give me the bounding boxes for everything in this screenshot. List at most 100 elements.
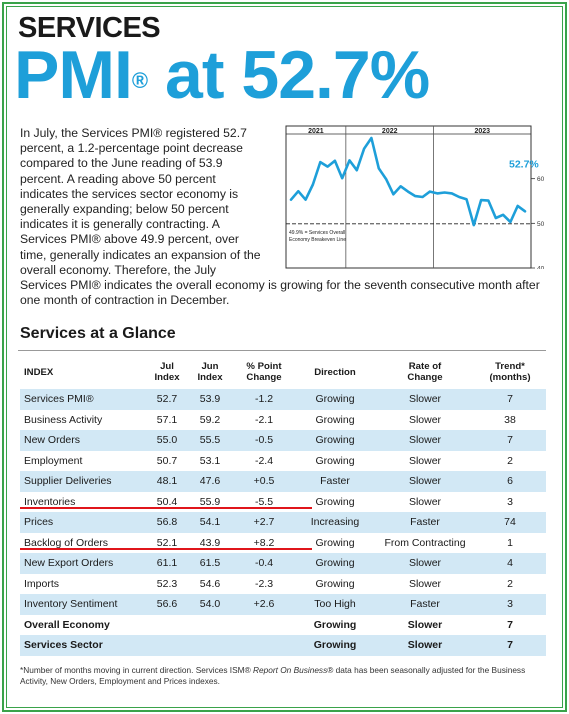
cell-dir: Growing <box>313 639 357 652</box>
cell-chg: -0.5 <box>254 434 274 447</box>
cell-name: Services PMI® <box>24 393 94 406</box>
cell-jul: 50.4 <box>156 495 178 508</box>
col-header-change: % Point Change <box>246 361 282 383</box>
cell-jun: 43.9 <box>199 536 221 549</box>
cell-jul <box>148 615 186 636</box>
cell-jun: 47.6 <box>199 475 221 488</box>
cell-rate: Slower <box>408 577 442 590</box>
cell-chg: -2.3 <box>254 577 274 590</box>
cell-name: Services Sector <box>24 639 103 652</box>
cell-rate: Slower <box>408 413 442 426</box>
cell-jul <box>148 635 186 656</box>
cell-rate: Slower <box>408 495 442 508</box>
kicker: SERVICES <box>18 12 161 44</box>
table-row: Inventory Sentiment 56.6 54.0 +2.6 Too High F… <box>20 594 546 615</box>
breakeven-label: Economy Breakeven Line <box>289 237 346 243</box>
table-row: Inventories 50.4 55.9 -5.5 Growing Slower 3 <box>20 491 546 512</box>
table-row: New Export Orders 61.1 61.5 -0.4 Growing Slow… <box>20 553 546 574</box>
col-header-direction: Direction <box>314 366 356 378</box>
table-row: Prices 56.8 54.1 +2.7 Increasing Faster 74 <box>20 512 546 533</box>
cell-name: New Orders <box>24 434 81 447</box>
cell-jun: 55.9 <box>199 495 221 508</box>
cell-jun <box>186 615 234 636</box>
intro-text: In July, the Services PMI® registered 52… <box>20 126 540 308</box>
table-header-row: INDEX Jul Index Jun Index % Point Change Di… <box>20 355 546 389</box>
pmi-series-line <box>289 136 527 227</box>
year-label: 2023 <box>475 128 491 135</box>
cell-jul: 61.1 <box>156 557 178 570</box>
cell-name: Prices <box>24 516 54 529</box>
cell-name: Backlog of Orders <box>24 536 109 549</box>
cell-rate: Slower <box>408 393 442 406</box>
footnote-post: ® data has been seasonally adjusted for … <box>20 665 526 686</box>
cell-dir: Too High <box>314 598 356 611</box>
table-row: Employment 50.7 53.1 -2.4 Growing Slower 2 <box>20 450 546 471</box>
cell-chg: -2.4 <box>254 454 274 467</box>
cell-chg: +2.7 <box>253 516 275 529</box>
cell-jul: 48.1 <box>156 475 178 488</box>
cell-jul: 50.7 <box>156 454 178 467</box>
cell-jul: 52.3 <box>156 577 178 590</box>
headline-value: at 52.7% <box>147 37 430 113</box>
cell-dir: Growing <box>315 454 355 467</box>
cell-jun: 59.2 <box>199 413 221 426</box>
cell-name: Employment <box>24 454 83 467</box>
cell-trend: 7 <box>507 434 513 447</box>
cell-trend: 2 <box>507 454 513 467</box>
col-header-rate: Rate of Change <box>407 361 443 383</box>
cell-jun <box>186 635 234 656</box>
glance-table: INDEX Jul Index Jun Index % Point Change Di… <box>20 355 546 656</box>
table-row: Supplier Deliveries 48.1 47.6 +0.5 Faster Slo… <box>20 471 546 492</box>
cell-dir: Growing <box>315 393 355 406</box>
highlight-underline-inventories <box>20 507 312 509</box>
cell-trend: 38 <box>504 413 516 426</box>
cell-rate: Slower <box>408 454 442 467</box>
cell-trend: 3 <box>507 495 513 508</box>
cell-trend: 4 <box>507 557 513 570</box>
footnote-italic: Report On Business <box>252 665 328 675</box>
cell-trend: 7 <box>507 393 513 406</box>
cell-jul: 57.1 <box>156 413 178 426</box>
cell-dir: Faster <box>320 475 350 488</box>
cell-jul: 52.1 <box>156 536 178 549</box>
cell-dir: Growing <box>315 434 355 447</box>
cell-rate: Slower <box>407 618 443 631</box>
cell-jul: 56.6 <box>156 598 178 611</box>
glance-title: Services at a Glance <box>20 325 176 342</box>
cell-name: Business Activity <box>24 413 103 426</box>
breakeven-label: 49.9% = Services Overall <box>289 230 345 236</box>
table-row: Overall Economy Growing Slower 7 <box>20 614 546 636</box>
cell-trend: 3 <box>507 598 513 611</box>
table-row: Services PMI® 52.7 53.9 -1.2 Growing Slower 7 <box>20 389 546 410</box>
pmi-line-chart: 2021 2022 2023 40 50 60 49.9% = Services Overa… <box>285 125 545 270</box>
cell-chg: -2.1 <box>254 413 274 426</box>
year-label: 2022 <box>382 128 398 135</box>
inner-frame <box>6 6 563 708</box>
cell-rate: Slower <box>408 434 442 447</box>
footnote-pre: *Number of months moving in current dire… <box>20 665 253 675</box>
cell-dir: Increasing <box>310 516 360 529</box>
cell-jul: 52.7 <box>156 393 178 406</box>
cell-rate: Slower <box>407 639 443 652</box>
intro-paragraph: In July, the Services PMI® registered 52… <box>20 126 545 308</box>
cell-trend: 7 <box>507 639 513 652</box>
col-header-jun: Jun Index <box>197 361 223 383</box>
footnote: *Number of months moving in current dire… <box>20 665 546 687</box>
col-header-trend: Trend* (months) <box>489 361 531 383</box>
cell-trend: 74 <box>504 516 516 529</box>
plot-frame <box>285 125 532 269</box>
cell-rate: Slower <box>408 475 442 488</box>
cell-chg <box>234 635 294 656</box>
cell-dir: Growing <box>315 536 355 549</box>
cell-dir: Growing <box>315 577 355 590</box>
cell-trend: 2 <box>507 577 513 590</box>
y-tick-label: 40 <box>537 266 545 270</box>
cell-chg: +2.6 <box>253 598 275 611</box>
y-tick-label: 50 <box>537 221 545 228</box>
table-row: Backlog of Orders 52.1 43.9 +8.2 Growing From… <box>20 532 546 553</box>
cell-rate: Faster <box>410 598 440 611</box>
cell-jul: 55.0 <box>156 434 178 447</box>
cell-jul: 56.8 <box>156 516 178 529</box>
highlight-underline-backlog <box>20 548 312 550</box>
